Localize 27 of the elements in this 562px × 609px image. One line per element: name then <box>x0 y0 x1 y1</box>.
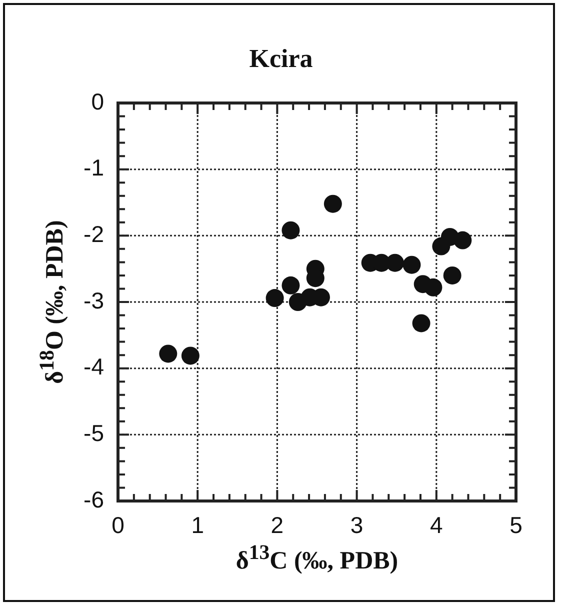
point <box>159 344 178 363</box>
y-tick-label: -3 <box>84 287 104 314</box>
point <box>282 221 300 240</box>
point <box>412 314 430 332</box>
point <box>402 256 421 274</box>
y-tick-label: -5 <box>84 420 104 446</box>
y-tick-label: -2 <box>84 221 104 248</box>
point <box>386 254 404 272</box>
chart-title: Kcira <box>248 44 314 74</box>
y-tick-label: 0 <box>91 88 104 114</box>
point <box>443 266 462 284</box>
x-tick-label: 0 <box>112 512 124 538</box>
point <box>282 276 300 294</box>
y-tick-label: -6 <box>84 486 104 512</box>
x-tick-label: 1 <box>191 512 204 538</box>
y-tick-label: -4 <box>84 354 104 380</box>
y-tick-label: -1 <box>84 154 104 181</box>
x-tick-label: 2 <box>270 512 284 538</box>
point <box>181 346 200 365</box>
point <box>324 194 342 213</box>
point <box>424 278 442 296</box>
point <box>454 231 472 250</box>
x-axis-title: δ$^{13}$C (‰, PDB) <box>234 540 400 576</box>
x-tick-label: 5 <box>510 512 522 538</box>
point <box>266 289 284 308</box>
x-tick-label: 4 <box>430 512 443 538</box>
x-tick-label: 3 <box>350 512 364 538</box>
